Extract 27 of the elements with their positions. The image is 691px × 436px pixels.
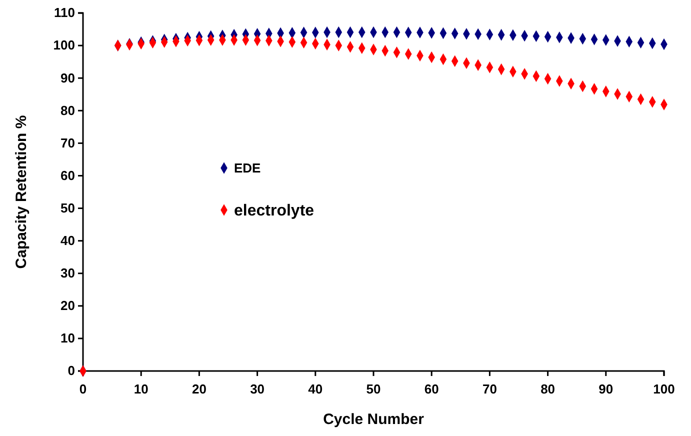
y-axis-title: Capacity Retention % xyxy=(13,115,30,269)
x-tick-label: 30 xyxy=(250,381,265,396)
y-tick-label: 40 xyxy=(60,232,75,248)
x-tick-label: 10 xyxy=(134,381,148,396)
y-tick-label: 50 xyxy=(60,200,75,216)
legend-label: EDE xyxy=(234,160,262,176)
y-tick-label: 110 xyxy=(54,5,75,20)
y-tick-label: 0 xyxy=(68,363,75,378)
x-tick-label: 60 xyxy=(424,381,439,396)
y-tick-label: 80 xyxy=(60,102,75,118)
y-tick-label: 30 xyxy=(60,266,75,281)
y-tick-label: 100 xyxy=(53,38,75,53)
x-tick-label: 100 xyxy=(653,381,675,396)
x-tick-label: 40 xyxy=(308,381,323,396)
x-axis-title: Cycle Number xyxy=(323,411,424,428)
x-tick-label: 80 xyxy=(540,381,556,396)
legend-label: electrolyte xyxy=(234,202,314,220)
y-tick-label: 90 xyxy=(60,70,75,86)
x-tick-label: 70 xyxy=(482,381,497,396)
x-tick-label: 0 xyxy=(79,381,87,396)
y-tick-label: 60 xyxy=(60,168,75,183)
x-tick-label: 50 xyxy=(366,381,381,396)
y-tick-label: 20 xyxy=(60,298,75,314)
y-tick-label: 10 xyxy=(60,330,75,346)
x-tick-label: 20 xyxy=(192,381,206,396)
y-tick-label: 70 xyxy=(60,135,75,150)
x-tick-label: 90 xyxy=(598,381,614,396)
